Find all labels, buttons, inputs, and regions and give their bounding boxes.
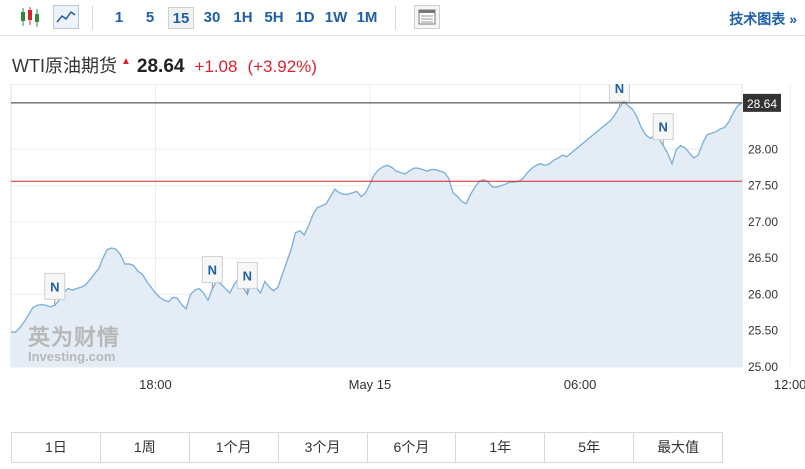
logo-cn: 英为财情: [28, 325, 121, 350]
y-tick-label: 27.00: [748, 215, 778, 229]
last-price-box: [743, 93, 781, 112]
area-chart-icon[interactable]: [53, 5, 79, 29]
price-change: +1.08: [194, 57, 238, 76]
price-change-percent: (+3.92%): [247, 57, 317, 76]
range-selector: 1日 1周 1个月 3个月 6个月 1年 5年 最大值: [11, 432, 723, 463]
timeframe-1w[interactable]: 1W: [324, 9, 348, 26]
y-tick-label: 27.50: [748, 179, 778, 193]
chart-toolbar: 1 5 15 30 1H 5H 1D 1W 1M 技术图表 »: [0, 0, 805, 36]
investing-logo: 英为财情 Investing.com: [28, 326, 120, 364]
x-tick-label: May 15: [349, 377, 392, 392]
range-1w[interactable]: 1周: [101, 433, 190, 462]
quote-header: WTI原油期货 ▲ 28.64 +1.08 (+3.92%): [12, 52, 317, 78]
price-chart[interactable]: 25.00 25.50 26.00 26.50 27.00 27.50 28.00 18:00…: [0, 84, 805, 402]
timeframe-1h[interactable]: 1H: [233, 9, 253, 26]
range-1m[interactable]: 1个月: [190, 433, 279, 462]
y-tick-label: 25.00: [748, 360, 778, 374]
candlestick-icon[interactable]: [18, 5, 44, 29]
range-5y[interactable]: 5年: [545, 433, 635, 462]
price-area-fill: [11, 101, 742, 368]
x-tick-label: 12:00: [774, 377, 805, 392]
y-tick-label: 26.50: [748, 251, 778, 265]
range-1y[interactable]: 1年: [456, 433, 546, 462]
news-marker[interactable]: [652, 113, 674, 141]
last-price-tag: 28.64: [747, 97, 777, 111]
range-1d[interactable]: 1日: [12, 433, 101, 462]
news-marker[interactable]: [236, 261, 258, 289]
instrument-name: WTI原油期货: [12, 56, 117, 76]
news-marker-label: N: [615, 84, 624, 96]
news-marker[interactable]: [201, 256, 223, 284]
timeframe-15[interactable]: 15: [168, 7, 194, 29]
price-line: [11, 100, 743, 333]
news-marker-label: N: [208, 263, 217, 278]
y-tick-label: 25.50: [748, 324, 778, 338]
up-arrow-icon: ▲: [121, 56, 131, 67]
x-tick-label: 18:00: [139, 377, 172, 392]
y-tick-label: 26.00: [748, 287, 778, 301]
timeframe-1d[interactable]: 1D: [295, 9, 315, 26]
timeframe-30[interactable]: 30: [203, 9, 221, 26]
y-tick-label: 28.00: [748, 142, 778, 156]
news-marker[interactable]: [608, 84, 630, 102]
timeframe-5[interactable]: 5: [145, 9, 155, 26]
logo-en: Investing.com: [28, 349, 116, 364]
news-marker-label: N: [243, 268, 252, 283]
news-marker[interactable]: [44, 272, 66, 300]
toolbar-divider: [92, 6, 93, 30]
range-3m[interactable]: 3个月: [279, 433, 368, 462]
news-marker-label: N: [659, 120, 668, 135]
toolbar-divider: [395, 6, 396, 30]
news-marker-label: N: [50, 279, 59, 294]
timeframe-1m[interactable]: 1M: [356, 9, 378, 26]
technical-chart-link[interactable]: 技术图表 »: [729, 11, 797, 27]
timeframe-1[interactable]: 1: [114, 9, 124, 26]
table-icon[interactable]: [414, 5, 440, 29]
range-6m[interactable]: 6个月: [368, 433, 457, 462]
x-tick-label: 06:00: [564, 377, 597, 392]
range-max[interactable]: 最大值: [657, 439, 700, 455]
last-price: 28.64: [136, 56, 185, 77]
timeframe-5h[interactable]: 5H: [264, 9, 284, 26]
